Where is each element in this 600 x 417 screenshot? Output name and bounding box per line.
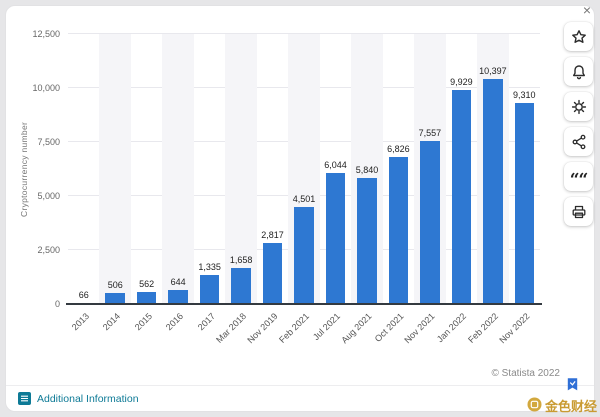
bar-value-label: 562 [139, 278, 155, 289]
x-tick-label: 2014 [101, 311, 123, 333]
bar[interactable] [514, 102, 535, 304]
x-tick-label: Oct 2021 [372, 311, 406, 344]
chart-column: 7,557 Nov 2021 [403, 34, 446, 345]
x-tick-label: 2015 [132, 311, 154, 333]
x-tick-label: Nov 2019 [245, 311, 280, 346]
print-button[interactable] [564, 197, 593, 226]
chart-column: 6,826 Oct 2021 [373, 34, 414, 344]
bar-value-label: 7,557 [418, 127, 442, 138]
bar-value-label: 4,501 [292, 193, 316, 204]
bar-value-label: 9,929 [450, 76, 473, 87]
chart-column: 6,044 Jul 2021 [311, 34, 351, 342]
bar-value-label: 10,397 [479, 66, 507, 77]
bar[interactable] [105, 293, 125, 304]
plot-area: 66 2013 506 2014 562 2015 644 2016 1,335 2017 1,65… [66, 33, 542, 345]
settings-button[interactable] [564, 92, 593, 121]
bar[interactable] [325, 173, 346, 304]
x-tick-label: 2016 [163, 311, 186, 333]
chart-column: 1,335 2017 [194, 34, 225, 332]
x-tick-label: Feb 2021 [277, 311, 312, 345]
bell-icon [571, 64, 587, 80]
chart-column: 644 2016 [162, 34, 194, 332]
bar[interactable] [388, 156, 409, 304]
bar-value-label: 644 [170, 277, 186, 288]
bar[interactable] [199, 275, 220, 304]
toolbar: ““ [564, 22, 593, 226]
bar[interactable] [294, 206, 314, 304]
watermark: 金色财经 [527, 396, 597, 415]
y-tick-label: 5,000 [37, 191, 60, 201]
favorite-button[interactable] [564, 22, 593, 51]
chart-column: 2,817 Nov 2019 [245, 34, 288, 345]
chart-column: 9,310 Nov 2022 [497, 34, 540, 345]
footer-bar: Additional Information [6, 385, 594, 411]
chart-column: 1,658 Mar 2018 [214, 34, 257, 345]
bar[interactable] [483, 79, 503, 304]
chart-column: 4,501 Feb 2021 [277, 34, 320, 345]
chart-column: 562 2015 [131, 34, 162, 332]
chart-column: 66 2013 [68, 34, 99, 332]
x-tick-label: 2017 [195, 311, 217, 333]
y-tick-label: 0 [54, 299, 60, 309]
x-tick-label: Mar 2018 [214, 311, 249, 345]
y-tick-label: 10,000 [32, 83, 60, 93]
x-tick-label: Nov 2021 [402, 311, 437, 346]
share-icon [571, 134, 587, 150]
close-icon[interactable]: × [582, 2, 591, 18]
coin-icon [527, 397, 542, 415]
bar-value-label: 6,826 [387, 143, 410, 154]
y-axis: 0 2,500 5,000 7,500 10,000 12,500 [24, 29, 66, 309]
x-tick-label: Aug 2021 [339, 311, 375, 346]
list-icon [18, 392, 31, 405]
bar[interactable] [262, 243, 283, 304]
bar-value-label: 6,044 [324, 160, 347, 171]
x-axis-line [66, 303, 542, 305]
bar-value-label: 2,817 [261, 230, 284, 241]
gear-icon [571, 99, 587, 115]
bar[interactable] [136, 291, 157, 304]
chart-column: 10,397 Feb 2022 [466, 34, 509, 345]
y-tick-label: 2,500 [37, 245, 60, 255]
alert-button[interactable] [564, 57, 593, 86]
columns: 66 2013 506 2014 562 2015 644 2016 1,335 2017 1,65… [68, 34, 540, 345]
watermark-text: 金色财经 [544, 399, 597, 414]
chart-column: 9,929 Jan 2022 [435, 34, 477, 345]
bar[interactable] [420, 140, 440, 304]
printer-icon [571, 204, 587, 220]
chart-card: Cryptocurrency number 0 2,500 5,000 7,500 10… [5, 5, 595, 412]
bar-value-label: 506 [107, 280, 123, 291]
y-tick-label: 12,500 [32, 29, 60, 39]
additional-information-link[interactable]: Additional Information [37, 392, 139, 405]
bar[interactable] [357, 177, 377, 304]
bar-value-label: 66 [78, 289, 89, 300]
x-tick-label: Jan 2022 [435, 311, 469, 345]
bar-value-label: 5,840 [355, 164, 379, 175]
bar-value-label: 1,658 [229, 255, 253, 266]
bar[interactable] [168, 290, 188, 304]
bar-value-label: 1,335 [198, 262, 221, 273]
bar-value-label: 9,310 [513, 89, 536, 100]
chart-column: 5,840 Aug 2021 [340, 34, 383, 345]
x-tick-label: Nov 2022 [497, 311, 532, 346]
x-tick-label: 2013 [69, 311, 91, 333]
pennant-icon [565, 377, 580, 397]
y-tick-label: 7,500 [37, 137, 60, 147]
quote-icon: ““ [569, 169, 589, 190]
cite-button[interactable]: ““ [564, 162, 593, 191]
chart-column: 506 2014 [99, 34, 131, 332]
share-button[interactable] [564, 127, 593, 156]
bar-chart: Cryptocurrency number 0 2,500 5,000 7,500 10… [18, 22, 546, 362]
x-tick-label: Jul 2021 [311, 311, 343, 343]
x-tick-label: Feb 2022 [465, 311, 500, 345]
copyright-text: © Statista 2022 [491, 368, 560, 379]
bar[interactable] [451, 89, 472, 304]
gridline [68, 33, 540, 34]
bar[interactable] [231, 268, 251, 304]
star-icon [571, 29, 587, 45]
